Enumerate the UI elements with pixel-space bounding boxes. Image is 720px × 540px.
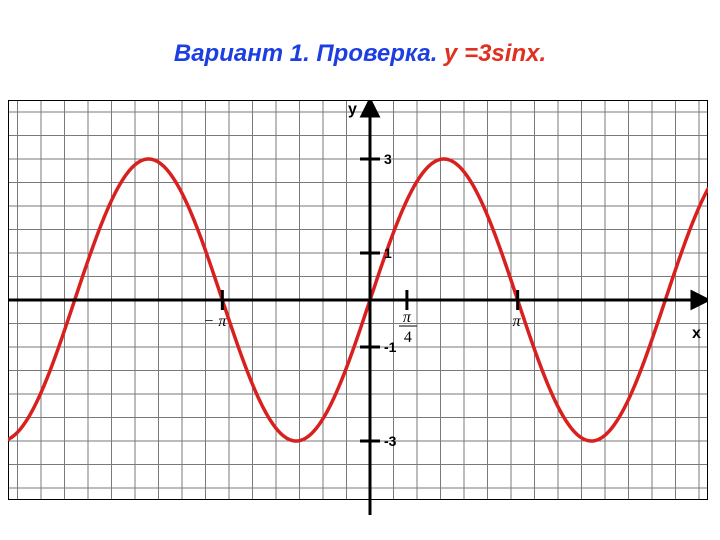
svg-text:π: π (218, 313, 227, 330)
y-tick-label: 3 (384, 151, 392, 167)
y-axis-label: у (348, 101, 357, 118)
svg-text:4: 4 (404, 329, 412, 346)
x-tick-label: π (513, 313, 522, 330)
y-tick-label: 1 (384, 245, 392, 261)
svg-text:−: − (204, 313, 213, 330)
title-part2: у =3sinx. (444, 40, 546, 67)
svg-text:π: π (403, 309, 412, 326)
sine-chart: 31-1-3−ππ4πух (8, 100, 708, 520)
y-tick-label: -1 (384, 339, 397, 355)
chart-title: Вариант 1. Проверка. у =3sinx. (0, 40, 720, 68)
x-axis-label: х (692, 325, 701, 342)
y-tick-label: -3 (384, 433, 397, 449)
title-part1: Вариант 1. Проверка. (174, 40, 444, 67)
svg-text:π: π (513, 313, 522, 330)
